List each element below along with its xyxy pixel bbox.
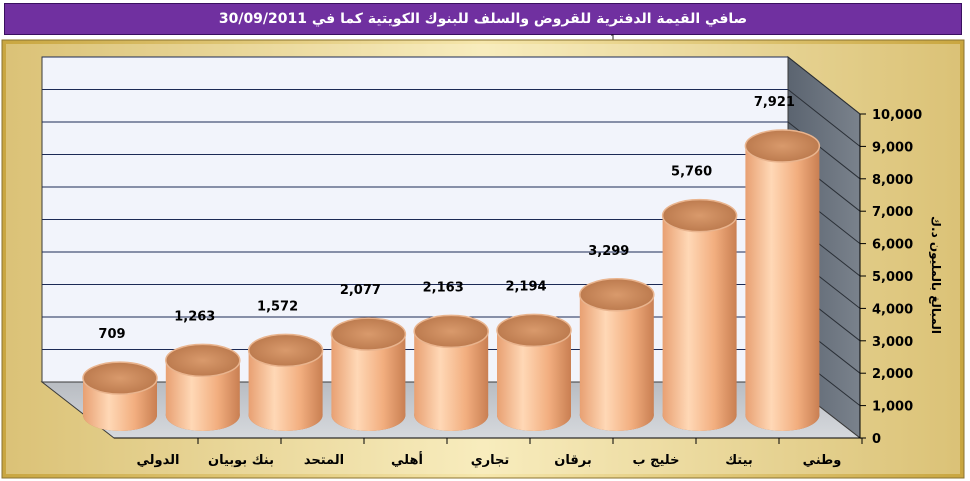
x-category-label: تجاري — [471, 453, 510, 468]
x-category-label: المتحد — [304, 453, 344, 468]
bar — [413, 314, 489, 431]
x-axis: الدولي بنك بوبيان المتحد أهلي تجاري برقان خليج… — [114, 437, 863, 468]
bar-value-label: 709 — [98, 327, 125, 342]
bar-top — [330, 317, 407, 351]
x-category-label: وطني — [803, 453, 842, 468]
bar — [247, 333, 324, 431]
bar-value-label: 5,760 — [671, 165, 712, 180]
y-tick-label: 8,000 — [872, 173, 913, 188]
bar-top — [579, 278, 655, 312]
bars — [82, 129, 821, 431]
y-tick-label: 4,000 — [872, 302, 913, 317]
bar-top — [661, 198, 738, 233]
bar-bottom-curve — [662, 415, 737, 431]
bar — [496, 313, 572, 431]
y-tick-label: 5,000 — [872, 270, 913, 285]
y-axis: 0 1,000 2,000 3,000 4,000 5,000 6,000 7,000 8,00… — [859, 108, 922, 447]
title-mark: 1 — [610, 34, 616, 44]
y-tick-label: 2,000 — [872, 367, 913, 382]
bar-top — [496, 313, 572, 348]
bar-bottom-curve — [83, 415, 157, 431]
bar-body — [662, 215, 737, 415]
bar-bottom-curve — [414, 415, 489, 431]
y-tick-label: 9,000 — [872, 140, 913, 155]
bar-top — [744, 129, 821, 163]
y-tick-label: 7,000 — [872, 205, 913, 220]
bar-body — [745, 146, 820, 415]
bar-bottom-curve — [745, 415, 820, 431]
gridline-side — [787, 89, 861, 147]
bar — [579, 278, 655, 431]
bar-top — [413, 314, 489, 349]
gridline-side — [787, 56, 861, 115]
chart-title-bar: صافي القيمة الدفترية للقروض والسلف للبنو… — [4, 3, 962, 35]
x-category-label: بيتك — [725, 453, 753, 468]
bar-body — [579, 294, 654, 415]
x-category-label: الدولي — [137, 453, 180, 468]
y-axis-title: المبالغ بالمليون د.ك — [928, 216, 943, 334]
bar-bottom-curve — [248, 415, 323, 431]
x-category-label: بنك بوبيان — [208, 453, 274, 468]
x-category-label: برقان — [554, 453, 591, 468]
bar — [661, 198, 738, 431]
bar-value-label: 1,263 — [174, 309, 215, 324]
bar-bottom-curve — [579, 415, 654, 431]
bar-value-label: 2,077 — [340, 283, 381, 298]
y-tick-label: 6,000 — [872, 238, 913, 253]
bar-bottom-curve — [497, 415, 571, 431]
y-tick-label: 10,000 — [872, 108, 922, 123]
bar-value-label: 7,921 — [754, 95, 795, 110]
bar — [165, 343, 241, 431]
x-category-label: خليج ب — [633, 453, 680, 468]
bar-value-label: 2,194 — [505, 279, 546, 294]
y-tick-label: 0 — [872, 432, 881, 447]
bar — [744, 129, 821, 431]
bar — [82, 361, 158, 431]
x-category-label: أهلي — [391, 451, 423, 468]
value-labels: 709 1,263 1,572 2,077 2,163 2,194 3,299 5,760 7,… — [98, 95, 795, 342]
bar-value-label: 3,299 — [588, 244, 629, 259]
bar — [330, 317, 407, 431]
bar-bottom-curve — [331, 415, 406, 431]
chart-title: صافي القيمة الدفترية للقروض والسلف للبنو… — [218, 11, 748, 27]
y-tick-label: 1,000 — [872, 400, 913, 415]
bar-top — [165, 343, 241, 378]
bar-value-label: 2,163 — [423, 280, 464, 295]
bar-value-label: 1,572 — [257, 299, 298, 314]
y-tick-label: 3,000 — [872, 335, 913, 350]
bar-top — [82, 361, 158, 395]
bar-bottom-curve — [165, 415, 240, 431]
bar-top — [247, 333, 324, 368]
